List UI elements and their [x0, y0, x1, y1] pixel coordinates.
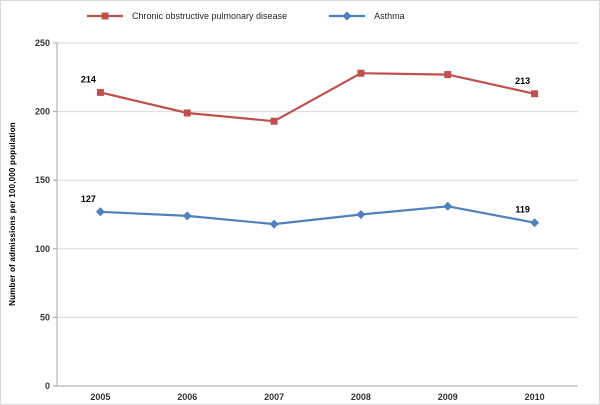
series-asthma-marker [95, 207, 105, 217]
series-asthma-marker [443, 201, 453, 211]
series-copd-marker [531, 90, 539, 98]
data-label-copd: 214 [81, 74, 96, 84]
legend-copd-marker-icon [87, 12, 123, 20]
y-axis-title: Number of admissions per 100,000 populat… [8, 122, 17, 306]
series-asthma-marker [530, 218, 540, 228]
x-axis-tick-label: 2009 [438, 392, 458, 402]
series-copd-marker [270, 117, 278, 125]
y-axis-tick-label: 200 [35, 107, 50, 117]
data-label-copd: 213 [515, 76, 530, 86]
series-copd: 214 213 [81, 69, 539, 125]
series-asthma-line [99, 205, 536, 226]
legend-item-copd: Chronic obstructive pulmonary disease [87, 10, 287, 22]
chart-legend: Chronic obstructive pulmonary disease Ast… [87, 10, 447, 22]
series-copd-marker [183, 109, 191, 117]
y-axis-tick-label: 250 [35, 38, 50, 48]
series-copd-marker [444, 71, 452, 79]
y-axis-tick-label: 100 [35, 244, 50, 254]
legend-asthma-marker-icon [329, 11, 366, 21]
series-asthma: 127 119 [81, 194, 540, 229]
legend-label-asthma: Asthma [374, 11, 405, 21]
series-copd-marker [96, 88, 104, 96]
legend-marker-sample [101, 12, 109, 20]
data-label-asthma: 119 [515, 205, 530, 215]
y-axis-tick-label: 50 [40, 312, 50, 322]
x-axis-tick-label: 2007 [264, 392, 284, 402]
series-copd-marker [357, 69, 365, 77]
series-asthma-marker [356, 210, 366, 219]
y-axis-tick-label: 150 [35, 175, 50, 185]
series-copd-line [99, 72, 536, 123]
x-axis-tick-label: 2010 [525, 392, 545, 402]
legend-item-asthma: Asthma [329, 10, 405, 22]
x-axis-tick-label: 2008 [351, 392, 371, 402]
x-axis-tick-label: 2005 [90, 392, 110, 402]
series-asthma-marker [269, 219, 279, 229]
y-axis-tick-label: 0 [45, 381, 50, 391]
legend-marker-sample [342, 11, 352, 21]
x-axis-tick-label: 2006 [177, 392, 197, 402]
data-label-asthma: 127 [81, 194, 96, 204]
legend-label-copd: Chronic obstructive pulmonary disease [132, 11, 288, 21]
series-asthma-marker [182, 211, 192, 221]
